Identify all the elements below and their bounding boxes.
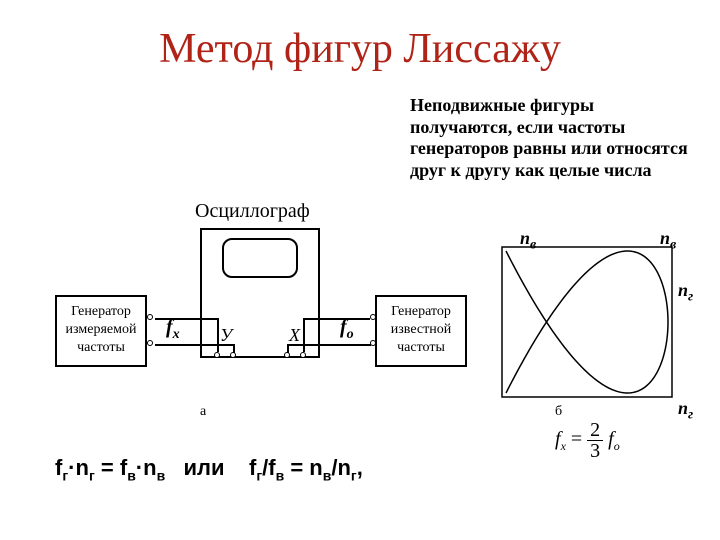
wire [287,344,289,353]
terminal-icon [147,314,153,320]
wire [303,318,370,320]
generator-left-box: Генератор измеряемой частоты [55,295,147,367]
fo-label: fo [340,316,354,343]
oscillograph-screen [222,238,298,278]
fx-label: fx [166,316,180,343]
n-g-right-bot: nг [678,398,693,424]
wire [155,344,233,346]
wire [217,318,219,352]
osc-y-label: У [220,325,232,346]
terminal-icon [147,340,153,346]
caption-b: б [555,404,562,420]
n-v-top-right: nв [660,228,676,254]
n-g-right-top: nг [678,280,693,306]
wire [303,318,305,352]
terminal-icon [214,352,220,358]
ratio-equation: fx = 23 fo [555,420,620,461]
wire [233,344,235,353]
terminal-icon [300,352,306,358]
explanation-text: Неподвижные фигуры получаются, если част… [410,95,700,181]
main-equation: fг·nг = fв·nв или fг/fв = nв/nг, [55,455,363,483]
n-v-top-left: nв [520,228,536,254]
lissajous-figure [500,245,675,400]
wire [287,344,371,346]
wire [155,318,217,320]
caption-a: а [200,404,206,420]
generator-right-box: Генератор известной частоты [375,295,467,367]
page-title: Метод фигур Лиссажу [0,25,720,73]
terminal-icon [370,314,376,320]
osc-x-label: Х [289,325,300,346]
oscillograph-label: Осциллограф [195,200,310,223]
